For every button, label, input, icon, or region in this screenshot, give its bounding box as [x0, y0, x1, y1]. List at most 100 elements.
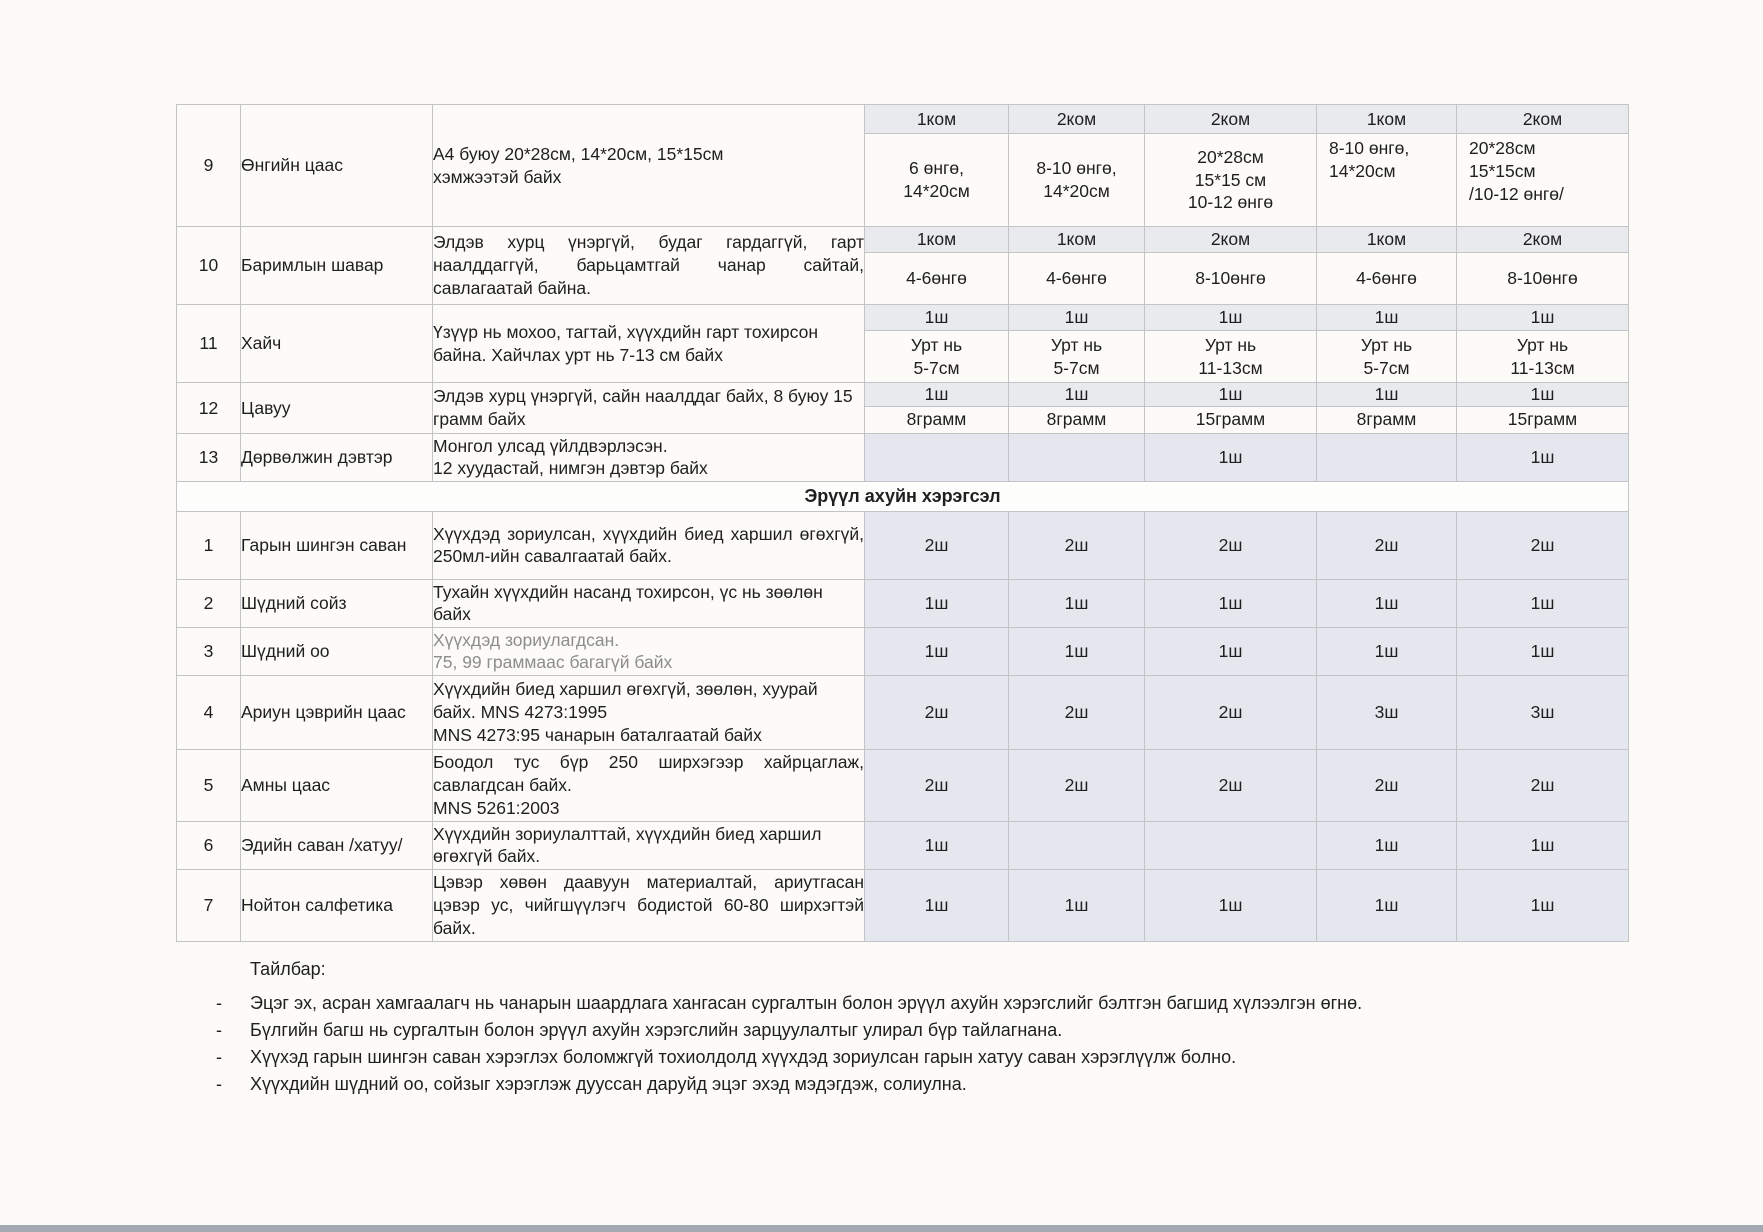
qty-cell: 2ш — [1456, 748, 1629, 822]
qty-cell: 1ш — [1316, 820, 1457, 870]
note-text: Бүлгийн багш нь сургалтын болон эрүүл ах… — [250, 1020, 1063, 1040]
qty-value-cell: 4-6өнгө — [864, 252, 1009, 305]
qty-cell: 1ш — [1144, 578, 1317, 628]
qty-cell: 2ш — [1144, 748, 1317, 822]
qty-cell: 3ш — [1316, 674, 1457, 750]
supplies-table: 9 Өнгийн цаас A4 буюу 20*28см, 14*20см, 15… — [176, 104, 1629, 942]
qty-cell: 2ш — [864, 510, 1009, 580]
table-row: 9 Өнгийн цаас A4 буюу 20*28см, 14*20см, 15… — [176, 104, 1629, 227]
qty-cell — [864, 432, 1009, 482]
item-name-cell: Өнгийн цаас — [240, 104, 433, 227]
qty-unit-cell: 1ш — [1008, 382, 1145, 407]
qty-cell — [1008, 820, 1145, 870]
item-desc-cell: Хүүхдийн зориулалттай, хүүхдийн биед хар… — [432, 820, 865, 870]
qty-unit-cell: 1ш — [1316, 382, 1457, 407]
qty-cell: 1ш — [1456, 432, 1629, 482]
table-row: 2 Шүдний сойз Тухайн хүүхдийн насанд тохир… — [176, 578, 1629, 628]
item-desc-cell: A4 буюу 20*28см, 14*20см, 15*15см хэмжээ… — [432, 104, 865, 227]
qty-unit-cell: 2ком — [1144, 104, 1317, 134]
row-number-cell: 11 — [176, 304, 241, 383]
item-name-cell: Эдийн саван /хатуу/ — [240, 820, 433, 870]
qty-cell: 2ш — [1316, 510, 1457, 580]
qty-cell: 2ш — [1008, 510, 1145, 580]
qty-value-cell: 8-10өнгө — [1456, 252, 1629, 305]
table-row: Урт нь 5-7см Урт нь 5-7см Урт нь 11-13см Ур… — [177, 330, 1629, 383]
table-row: 5 Амны цаас Боодол тус бүр 250 ширхэгээр х… — [176, 748, 1629, 822]
row-number-cell: 12 — [176, 382, 241, 434]
qty-cell: 2ш — [1008, 748, 1145, 822]
qty-cell: 1ш — [1008, 578, 1145, 628]
item-desc-cell: Хүүхдийн биед харшил өгөхгүй, зөөлөн, ху… — [432, 674, 865, 750]
row-number-cell: 4 — [176, 674, 241, 750]
qty-value-cell: Урт нь 5-7см — [1008, 330, 1145, 383]
row-number-cell: 2 — [176, 578, 241, 628]
qty-value-cell: 8-10 өнгө, 14*20см — [1008, 133, 1145, 227]
qty-cell: 1ш — [864, 820, 1009, 870]
item-name-cell: Амны цаас — [240, 748, 433, 822]
qty-value-cell: 8-10 өнгө, 14*20см — [1316, 133, 1457, 227]
note-item: - Хүүхдийн шүдний оо, сойзыг хэрэглэж дуу… — [176, 1071, 1656, 1098]
qty-unit-cell: 1ш — [864, 382, 1009, 407]
item-desc-cell: Боодол тус бүр 250 ширхэгээр хайрцаглаж,… — [432, 748, 865, 822]
qty-unit-cell: 1ш — [1144, 304, 1317, 331]
qty-cell: 1ш — [1008, 868, 1145, 942]
item-desc-cell: Элдэв хурц үнэргүй, будаг гардаггүй, гар… — [432, 226, 865, 305]
item-name-cell: Ариун цэврийн цаас — [240, 674, 433, 750]
qty-value-cell: 20*28см 15*15 см 10-12 өнгө — [1144, 133, 1317, 227]
item-desc-cell: Хүүхдэд зориулагдсан. 75, 99 граммаас ба… — [432, 626, 865, 676]
section-header-cell: Эрүүл ахуйн хэрэгсэл — [176, 480, 1629, 512]
qty-value-cell: 20*28см 15*15см /10-12 өнгө/ — [1456, 133, 1629, 227]
qty-cell: 1ш — [1456, 626, 1629, 676]
table-row: 8грамм 8грамм 15грамм 8грамм 15грамм — [177, 405, 1629, 434]
notes-section: Тайлбар: - Эцэг эх, асран хамгаалагч нь ч… — [176, 956, 1656, 1098]
qty-unit-cell: 1ш — [1144, 382, 1317, 407]
notes-list: - Эцэг эх, асран хамгаалагч нь чанарын ша… — [176, 990, 1656, 1098]
qty-unit-cell: 1ком — [1008, 226, 1145, 253]
qty-unit-cell: 2ком — [1144, 226, 1317, 253]
item-name-cell: Шүдний сойз — [240, 578, 433, 628]
qty-cell: 3ш — [1456, 674, 1629, 750]
qty-value-cell: 8грамм — [1316, 405, 1457, 434]
item-desc-cell: Үзүүр нь мохоо, тагтай, хүүхдийн гарт то… — [432, 304, 865, 383]
qty-unit-cell: 2ком — [1456, 104, 1629, 134]
table-row: 4 Ариун цэврийн цаас Хүүхдийн биед харшил … — [176, 674, 1629, 750]
qty-value-cell: 6 өнгө, 14*20см — [864, 133, 1009, 227]
table-row: 4-6өнгө 4-6өнгө 8-10өнгө 4-6өнгө 8-10өнгө — [177, 252, 1629, 305]
qty-cell — [1316, 432, 1457, 482]
qty-unit-cell: 1ш — [1456, 304, 1629, 331]
qty-value-cell: Урт нь 5-7см — [864, 330, 1009, 383]
qty-value-cell: 8грамм — [864, 405, 1009, 434]
table-row: 13 Дөрвөлжин дэвтэр Монгол улсад үйлдвэрлэ… — [176, 432, 1629, 482]
item-name-cell: Баримлын шавар — [240, 226, 433, 305]
qty-cell: 1ш — [864, 868, 1009, 942]
qty-unit-cell: 1ш — [1316, 304, 1457, 331]
note-text: Хүүхэд гарын шингэн саван хэрэглэх болом… — [250, 1047, 1237, 1067]
qty-unit-cell: 1ком — [1316, 104, 1457, 134]
qty-cell: 2ш — [1144, 510, 1317, 580]
item-desc-cell: Монгол улсад үйлдвэрлэсэн. 12 хуудастай,… — [432, 432, 865, 482]
qty-unit-cell: 2ком — [1456, 226, 1629, 253]
item-name-cell: Цавуу — [240, 382, 433, 434]
table-row: 10 Баримлын шавар Элдэв хурц үнэргүй, буда… — [176, 226, 1629, 305]
qty-cell: 1ш — [1144, 432, 1317, 482]
table-row: 6 Эдийн саван /хатуу/Хүүхдийн зориулалтта… — [176, 820, 1629, 870]
qty-value-cell: 8грамм — [1008, 405, 1145, 434]
qty-cell: 1ш — [1456, 578, 1629, 628]
item-desc-cell: Тухайн хүүхдийн насанд тохирсон, үс нь з… — [432, 578, 865, 628]
qty-cell: 2ш — [864, 674, 1009, 750]
qty-value-cell: 8-10өнгө — [1144, 252, 1317, 305]
table-row: 3 Шүдний оо Хүүхдэд зориулагдсан. 75, 99 г… — [176, 626, 1629, 676]
row-number-cell: 7 — [176, 868, 241, 942]
item-desc-cell: Хүүхдэд зориулсан, хүүхдийн биед харшил … — [432, 510, 865, 580]
item-name-cell: Гарын шингэн саван — [240, 510, 433, 580]
qty-cell: 1ш — [1456, 868, 1629, 942]
qty-unit-cell: 2ком — [1008, 104, 1145, 134]
item-name-cell: Шүдний оо — [240, 626, 433, 676]
qty-cell — [1144, 820, 1317, 870]
item-name-cell: Дөрвөлжин дэвтэр — [240, 432, 433, 482]
qty-unit-cell: 1ком — [864, 104, 1009, 134]
qty-value-cell: 15грамм — [1144, 405, 1317, 434]
qty-value-cell: 4-6өнгө — [1316, 252, 1457, 305]
table-row: 7 Нойтон салфетика Цэвэр хөвөн даавуун мат… — [176, 868, 1629, 942]
qty-cell: 1ш — [864, 626, 1009, 676]
